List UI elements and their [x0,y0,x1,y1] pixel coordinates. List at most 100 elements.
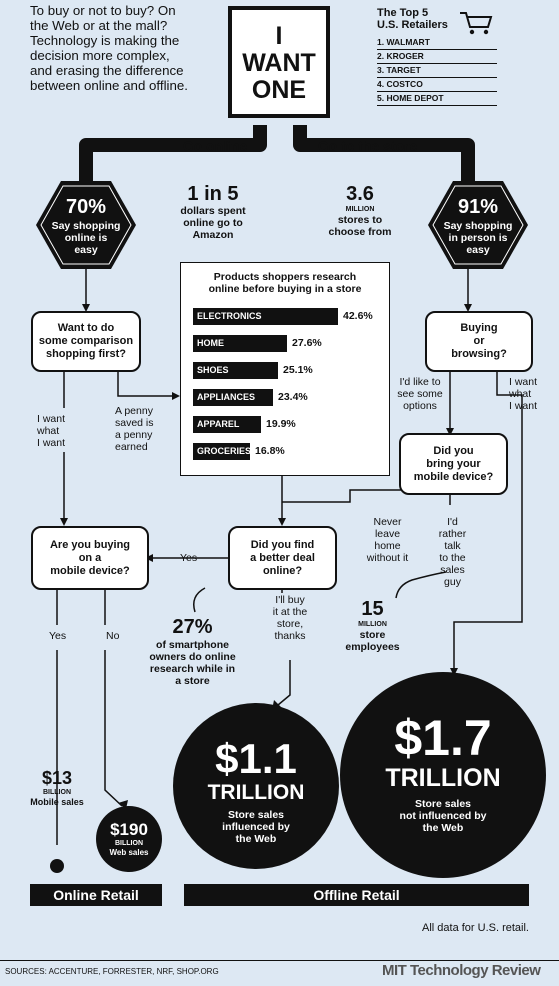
not-influenced-unit: TRILLION [385,764,501,792]
footnote: All data for U.S. retail. [422,922,529,934]
intro-line: decision more complex, [30,48,170,63]
q-line: Did you find [250,538,315,551]
stat-stores-unit: MILLION [345,206,375,213]
retailer-item: 5. HOME DEPOT [377,92,497,106]
option-want-what-i-want-left: I want what I want [37,413,87,449]
top-retailers: The Top 5 U.S. Retailers 1. WALMART 2. K… [377,7,497,106]
research-bar: HOME IMPROVEMENT [193,335,287,365]
stat-smartphone-line: owners do online [149,651,236,663]
title-box: I WANT ONE [228,6,330,118]
not-influenced-line: Store sales [414,798,472,810]
retailer-item: 3. TARGET [377,64,497,78]
intro-line: between online and offline. [30,78,188,93]
opt-line: thanks [274,630,306,642]
stat-mobile-sales: $13 BILLION Mobile sales [20,768,94,808]
opt-line: without it [366,552,409,564]
hex-store-line: in person is [448,232,508,244]
buying-or-browsing-question: Buying or browsing? [425,311,533,372]
option-never-leave-home: Never leave home without it [360,516,415,564]
hex-online-line: online is [64,232,108,244]
opt-line: earned [115,441,148,453]
intro-line: the Web or at the mall? [30,18,168,33]
stat-stores-value: 3.6 [346,183,374,205]
web-sales-label: Web sales [109,848,149,857]
research-bar-value: 19.9% [266,418,296,430]
research-title: Products shoppers research online before… [182,271,388,295]
web-sales-circle: $190 BILLION Web sales [96,806,162,872]
opt-line: sales [440,564,465,576]
research-bar-value: 25.1% [283,364,313,376]
q-line: Are you buying [49,538,131,551]
stat-employees-unit: MILLION [358,621,387,628]
opt-line: options [403,400,437,412]
retailer-item: 1. WALMART [377,36,497,50]
web-sales-unit: BILLION [115,840,143,847]
stat-smartphone: 27% of smartphone owners do online resea… [140,615,245,687]
opt-line: home [374,540,401,552]
option-yes-left: Yes [49,630,67,642]
hex-store-line: easy [466,244,490,256]
q-line: Want to do [57,322,115,334]
q-line: browsing? [451,348,507,360]
opt-line: I want [509,376,538,388]
research-bar-value: 23.4% [278,391,308,403]
stat-employees-line: store [359,629,386,641]
opt-line: leave [374,528,401,540]
influenced-line: the Web [235,833,277,845]
opt-line: A penny [115,405,153,417]
mobile-sales-unit: BILLION [43,789,71,796]
opt-line: a penny [115,429,153,441]
stat-stores-line: choose from [328,226,392,238]
opt-line: guy [444,576,461,588]
stat-amazon-line: dollars spent [180,205,246,217]
research-bar: APPLIANCES [193,389,273,406]
sources: SOURCES: ACCENTURE, FORRESTER, NRF, SHOP… [5,967,219,976]
q-line: on a [78,551,102,564]
option-see-options: I'd like to see some options [390,376,450,412]
comparison-shopping-question: Want to do some comparison shopping first? [31,311,141,372]
opt-line: I'd like to [399,376,441,388]
opt-line: I'll buy [275,594,305,606]
not-influenced-value: $1.7 [394,710,492,766]
retailers-heading: The Top 5 [377,7,429,19]
stat-amazon: 1 in 5 dollars spent online go to Amazon [158,183,268,241]
opt-line: see some [397,388,443,400]
opt-line: store, [276,618,304,630]
stat-smartphone-line: of smartphone [156,639,229,651]
hex-online-line: easy [74,244,98,256]
influenced-value: $1.1 [215,735,297,782]
stat-amazon-line: Amazon [192,229,234,241]
intro-line: and erasing the difference [30,63,184,78]
opt-line: what [509,388,532,400]
hex-store-text: 91% Say shopping in person is easy [427,196,529,256]
influenced-line: Store sales [227,809,285,821]
stat-employees-value: 15 [361,598,384,620]
research-title-line: online before buying in a store [208,283,362,295]
not-influenced-line: the Web [422,822,464,834]
opt-line: it at the [272,606,308,618]
stat-stores: 3.6 MILLION stores to choose from [305,183,415,238]
option-rather-talk: I'd rather talk to the sales guy [430,516,475,588]
opt-line: I'd [447,516,458,528]
q-line: a better deal [250,551,315,564]
not-influenced-line: not influenced by [399,810,487,822]
online-retail-band: Online Retail [30,884,162,906]
option-buy-at-store: I'll buy it at the store, thanks [258,594,322,642]
hexagon-online [36,181,136,269]
research-title-line: Products shoppers research [213,271,357,283]
hex-store-value: 91% [457,196,499,218]
opt-line: I want [37,437,66,449]
option-want-what-i-want-right: I want what I want [509,376,559,412]
footer-divider [0,960,559,961]
stat-smartphone-line: research while in [149,663,236,675]
title-line: ONE [251,76,307,104]
research-bar: ELECTRONICS [193,308,338,325]
offline-retail-band: Offline Retail [184,884,529,906]
opt-line: I want [509,400,538,412]
shopping-cart-icon [460,12,493,35]
opt-line: Never [373,516,402,528]
title-line: I [275,22,283,50]
intro-text: To buy or not to buy? On the Web or at t… [30,3,230,93]
option-penny-saved: A penny saved is a penny earned [115,405,175,453]
